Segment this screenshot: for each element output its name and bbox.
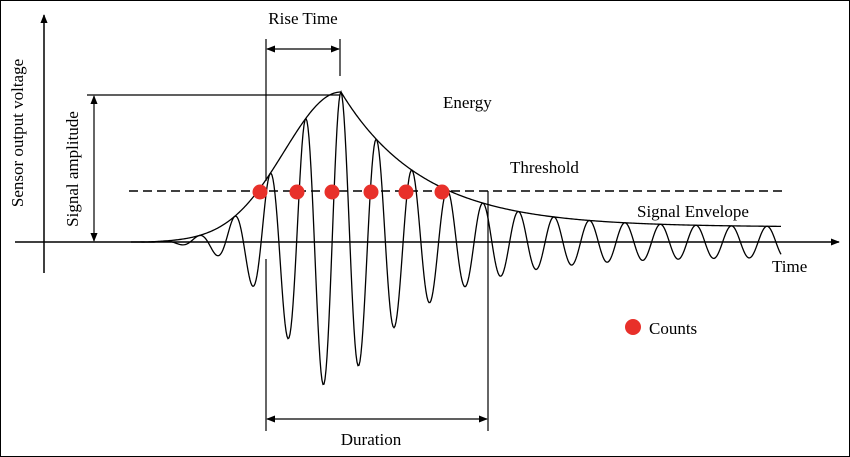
threshold-label: Threshold [510, 158, 579, 177]
count-marker [324, 184, 340, 200]
count-marker [434, 184, 450, 200]
rise-time-label: Rise Time [268, 9, 337, 28]
count-marker [289, 184, 305, 200]
signal-amplitude-label: Signal amplitude [63, 111, 82, 227]
duration-label: Duration [341, 430, 402, 449]
y-axis-label: Sensor output voltage [8, 59, 27, 207]
count-marker [363, 184, 379, 200]
count-marker [252, 184, 268, 200]
energy-label: Energy [443, 93, 492, 112]
count-markers [252, 184, 450, 200]
signal-waveform [131, 89, 782, 386]
counts-legend-marker [625, 319, 641, 335]
signal-envelope-label: Signal Envelope [637, 202, 749, 221]
x-axis-label: Time [772, 257, 807, 276]
count-marker [398, 184, 414, 200]
signal-envelope-curve [131, 91, 782, 243]
counts-legend-label: Counts [649, 319, 697, 338]
